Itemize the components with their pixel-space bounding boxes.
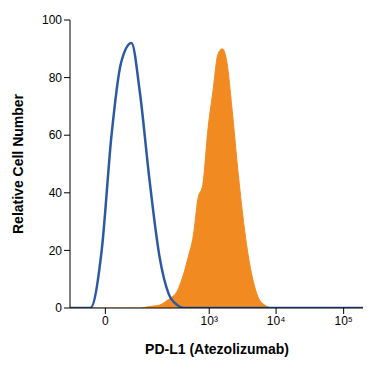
svg-text:60: 60	[49, 128, 63, 142]
svg-text:40: 40	[49, 186, 63, 200]
svg-text:80: 80	[49, 71, 63, 85]
svg-text:10⁵: 10⁵	[334, 314, 352, 328]
svg-text:PD-L1 (Atezolizumab): PD-L1 (Atezolizumab)	[145, 341, 289, 357]
svg-text:100: 100	[42, 13, 62, 27]
svg-text:10³: 10³	[201, 314, 218, 328]
svg-text:0: 0	[55, 301, 62, 315]
svg-text:0: 0	[102, 314, 109, 328]
svg-text:20: 20	[49, 244, 63, 258]
svg-text:Relative Cell Number: Relative Cell Number	[10, 93, 26, 234]
svg-text:10⁴: 10⁴	[267, 314, 286, 328]
